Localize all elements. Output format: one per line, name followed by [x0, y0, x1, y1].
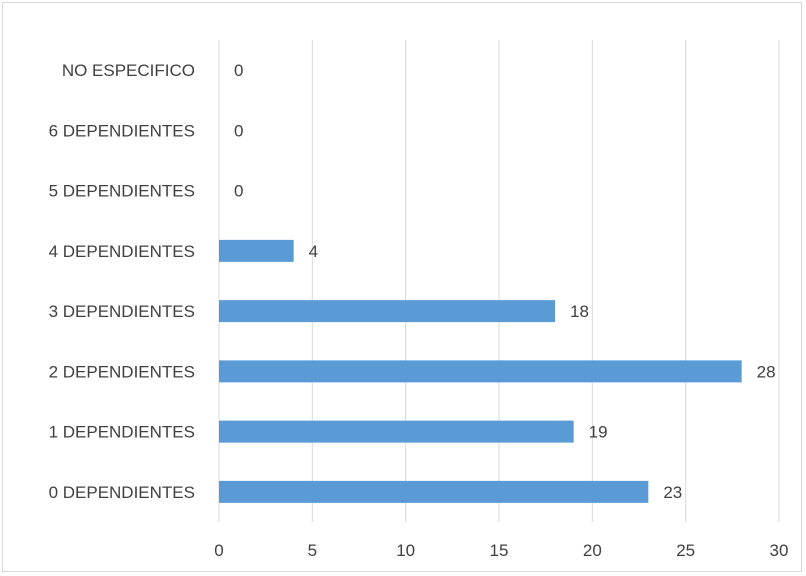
x-tick-label: 20	[583, 541, 602, 560]
category-label: 1 DEPENDIENTES	[49, 423, 195, 442]
data-label: 23	[663, 483, 682, 502]
data-labels: 0 0 0 4 18 28 19 23	[234, 61, 776, 502]
gridlines	[218, 40, 780, 522]
category-label: 0 DEPENDIENTES	[49, 483, 195, 502]
data-label: 0	[234, 121, 243, 140]
category-label: 2 DEPENDIENTES	[49, 362, 195, 381]
category-labels: NO ESPECIFICO 6 DEPENDIENTES 5 DEPENDIENTE…	[49, 61, 195, 502]
bar	[219, 360, 742, 383]
category-label: NO ESPECIFICO	[62, 61, 195, 80]
category-label: 6 DEPENDIENTES	[49, 121, 195, 140]
category-label: 4 DEPENDIENTES	[49, 242, 195, 261]
category-label: 5 DEPENDIENTES	[49, 182, 195, 201]
data-label: 19	[589, 423, 608, 442]
x-tick-label: 5	[308, 541, 317, 560]
data-label: 0	[234, 182, 243, 201]
data-label: 4	[309, 242, 318, 261]
x-tick-label: 25	[676, 541, 695, 560]
x-tick-label: 15	[490, 541, 509, 560]
x-tick-label: 10	[396, 541, 415, 560]
x-axis-tick-labels: 0 5 10 15 20 25 30	[214, 541, 788, 560]
data-label: 0	[234, 61, 243, 80]
category-label: 3 DEPENDIENTES	[49, 302, 195, 321]
data-label: 28	[757, 362, 776, 381]
x-tick-label: 0	[214, 541, 223, 560]
bars	[219, 239, 742, 503]
x-tick-label: 30	[770, 541, 789, 560]
bar	[219, 480, 649, 503]
bar	[219, 300, 555, 323]
bar	[219, 239, 294, 262]
data-label: 18	[570, 302, 589, 321]
bar	[219, 420, 574, 443]
